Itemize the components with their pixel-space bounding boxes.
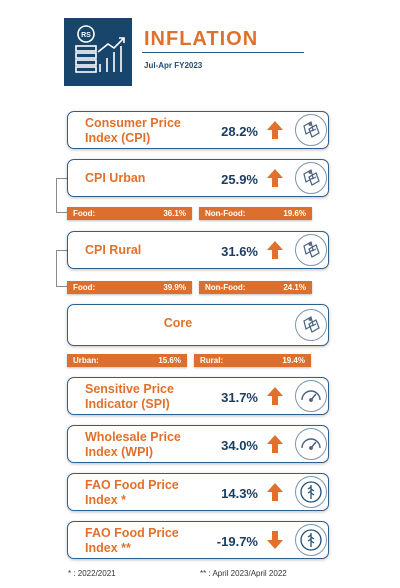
spi-value: 31.7% — [221, 390, 258, 405]
cpi-rural-food-bar: Food: 39.9% — [67, 281, 192, 294]
gauge-icon — [295, 428, 327, 460]
breakdown-label: Urban: — [73, 356, 99, 365]
breakdown-value: 36.1% — [163, 209, 186, 218]
up-arrow-icon — [267, 241, 283, 259]
up-arrow-icon — [267, 483, 283, 501]
spi-label: Sensitive Price Indicator (SPI) — [85, 382, 174, 411]
breakdown-label: Rural: — [200, 356, 224, 365]
core-label: Core — [163, 316, 193, 330]
inflation-logo: RS — [64, 18, 132, 86]
fao-index-monthly-card: FAO Food Price Index ** -19.7% — [67, 521, 329, 559]
breakdown-label: Non-Food: — [205, 283, 246, 292]
logo-currency-text: RS — [81, 32, 91, 39]
gauge-icon — [295, 380, 327, 412]
breakdown-value: 19.4% — [282, 356, 305, 365]
cpi-rural-card: CPI Rural 31.6% — [67, 231, 329, 269]
core-urban-bar: Urban: 15.6% — [67, 354, 187, 367]
up-arrow-icon — [267, 387, 283, 405]
cpi-label: Consumer Price Index (CPI) — [85, 116, 181, 145]
cpi-rural-label: CPI Rural — [85, 243, 142, 257]
breakdown-label: Food: — [73, 283, 96, 292]
breakdown-label: Non-Food: — [205, 209, 246, 218]
wpi-label: Wholesale Price Index (WPI) — [85, 430, 181, 459]
cpi-urban-value: 25.9% — [221, 172, 258, 187]
title-divider — [142, 52, 304, 53]
cpi-urban-nonfood-bar: Non-Food: 19.6% — [199, 207, 312, 220]
wpi-value: 34.0% — [221, 438, 258, 453]
up-arrow-icon — [267, 169, 283, 187]
wpi-card: Wholesale Price Index (WPI) 34.0% — [67, 425, 329, 463]
price-tag-icon — [295, 162, 327, 194]
urban-connector-top — [56, 178, 67, 179]
cpi-card: Consumer Price Index (CPI) 28.2% — [67, 111, 329, 149]
cpi-rural-value: 31.6% — [221, 244, 258, 259]
price-tag-icon — [295, 309, 327, 341]
rural-connector-bottom — [56, 286, 68, 287]
up-arrow-icon — [267, 435, 283, 453]
breakdown-value: 24.1% — [283, 283, 306, 292]
breakdown-value: 15.6% — [158, 356, 181, 365]
down-arrow-icon — [267, 531, 283, 549]
breakdown-value: 39.9% — [163, 283, 186, 292]
footnote-monthly: ** : April 2023/April 2022 — [200, 569, 287, 578]
price-tag-icon — [295, 234, 327, 266]
core-rural-bar: Rural: 19.4% — [194, 354, 311, 367]
breakdown-value: 19.6% — [283, 209, 306, 218]
core-card: Core — [67, 304, 329, 346]
urban-connector — [56, 178, 57, 212]
fao-emblem-icon — [295, 476, 327, 508]
urban-connector-bottom — [56, 212, 68, 213]
cpi-rural-nonfood-bar: Non-Food: 24.1% — [199, 281, 312, 294]
period-subtitle: Jul-Apr FY2023 — [144, 61, 203, 70]
up-arrow-icon — [267, 121, 283, 139]
cpi-urban-card: CPI Urban 25.9% — [67, 159, 329, 197]
fao-index-monthly-value: -19.7% — [216, 534, 258, 549]
rupee-growth-icon: RS — [75, 25, 125, 73]
breakdown-label: Food: — [73, 209, 96, 218]
fao-index-label: FAO Food Price Index * — [85, 478, 179, 507]
page-title: INFLATION — [144, 28, 259, 50]
rural-connector-top — [56, 250, 67, 251]
spi-card: Sensitive Price Indicator (SPI) 31.7% — [67, 377, 329, 415]
footnote-annual: * : 2022/2021 — [68, 569, 116, 578]
fao-index-monthly-label: FAO Food Price Index ** — [85, 526, 179, 555]
cpi-urban-label: CPI Urban — [85, 171, 146, 185]
rural-connector — [56, 250, 57, 286]
fao-index-value: 14.3% — [221, 486, 258, 501]
fao-index-card: FAO Food Price Index * 14.3% — [67, 473, 329, 511]
cpi-value: 28.2% — [221, 124, 258, 139]
cpi-urban-food-bar: Food: 36.1% — [67, 207, 192, 220]
price-tag-icon — [295, 114, 327, 146]
fao-emblem-icon — [295, 524, 327, 556]
